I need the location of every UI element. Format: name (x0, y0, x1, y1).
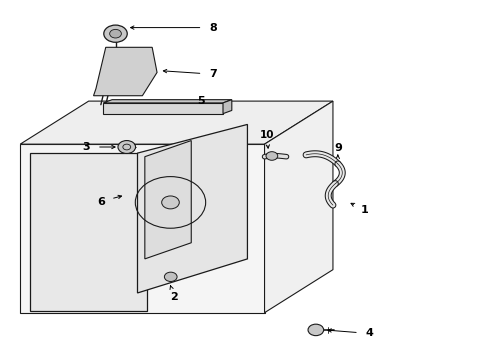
Text: 9: 9 (334, 143, 342, 153)
Polygon shape (145, 140, 191, 259)
Polygon shape (94, 47, 157, 96)
Text: 5: 5 (197, 96, 205, 106)
Circle shape (162, 196, 179, 209)
Polygon shape (265, 101, 333, 313)
Text: 1: 1 (361, 206, 368, 216)
Circle shape (110, 30, 122, 38)
Polygon shape (223, 100, 232, 114)
Text: 2: 2 (171, 292, 178, 302)
Text: 8: 8 (209, 23, 217, 33)
Circle shape (118, 140, 136, 153)
Polygon shape (30, 153, 147, 311)
Polygon shape (103, 100, 232, 103)
Text: 6: 6 (97, 197, 105, 207)
Text: 4: 4 (366, 328, 373, 338)
Circle shape (266, 152, 278, 160)
Polygon shape (20, 144, 265, 313)
Text: 10: 10 (260, 130, 274, 140)
Polygon shape (20, 101, 333, 144)
Circle shape (104, 25, 127, 42)
Circle shape (164, 272, 177, 282)
Text: 7: 7 (209, 69, 217, 79)
Polygon shape (138, 125, 247, 293)
Polygon shape (103, 103, 223, 114)
Text: 3: 3 (82, 142, 90, 152)
Circle shape (308, 324, 324, 336)
